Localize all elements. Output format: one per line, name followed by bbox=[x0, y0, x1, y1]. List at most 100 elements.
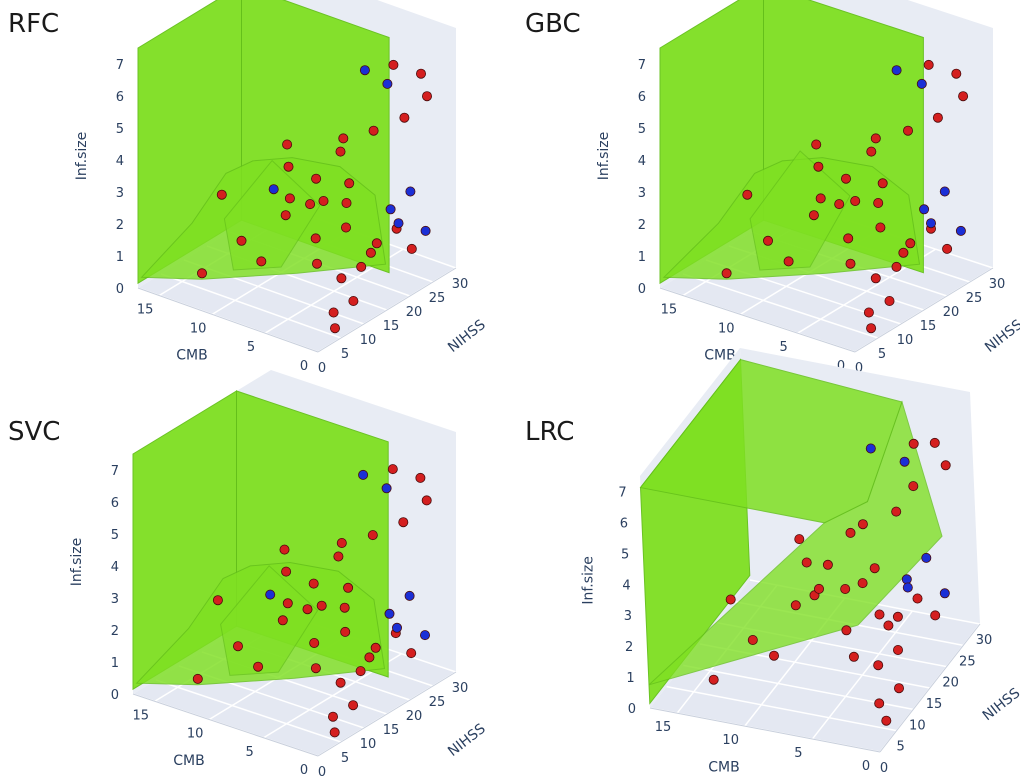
y-axis-line-svc bbox=[132, 693, 319, 757]
z-tick-label-lrc: 7 bbox=[618, 485, 626, 500]
data-point-red bbox=[942, 243, 953, 254]
data-point-red bbox=[929, 437, 940, 448]
data-point-red bbox=[894, 683, 905, 694]
panel-title-rfc: RFC bbox=[8, 9, 59, 39]
z-tick-label-svc: 3 bbox=[111, 592, 119, 607]
y-tick-label-lrc: 15 bbox=[655, 720, 672, 735]
data-point-red bbox=[333, 551, 344, 562]
x-axis-line-gbc bbox=[854, 267, 994, 353]
x-tick-label-svc: 0 bbox=[318, 765, 326, 776]
data-point-blue bbox=[891, 65, 902, 76]
z-tick-label-rfc: 5 bbox=[116, 122, 124, 137]
y-axis-line-lrc bbox=[649, 707, 881, 753]
data-point-red bbox=[277, 615, 288, 626]
y-tick-label-rfc: 10 bbox=[190, 321, 207, 336]
data-point-red bbox=[891, 261, 902, 272]
data-point-red bbox=[348, 700, 359, 711]
decision-surface-gbc bbox=[659, 0, 924, 285]
data-point-red bbox=[813, 161, 824, 172]
x-tick-label-svc: 25 bbox=[429, 695, 446, 710]
data-point-red bbox=[874, 698, 885, 709]
data-point-red bbox=[388, 59, 399, 70]
panel-lrc: LRC 05101520253005101501234567NIHSSCMBIn… bbox=[525, 348, 1020, 776]
data-point-red bbox=[327, 711, 338, 722]
x-tick-label-rfc: 25 bbox=[429, 291, 446, 306]
data-point-blue bbox=[916, 78, 927, 89]
x-axis-line-svc bbox=[317, 671, 457, 757]
x-tick-label-svc: 5 bbox=[341, 751, 349, 766]
z-tick-label-lrc: 4 bbox=[622, 578, 630, 593]
z-tick-label-lrc: 6 bbox=[620, 516, 628, 531]
data-point-red bbox=[783, 256, 794, 267]
data-point-red bbox=[318, 195, 329, 206]
data-point-red bbox=[841, 625, 852, 636]
data-point-blue bbox=[391, 622, 402, 633]
data-point-red bbox=[866, 323, 877, 334]
data-point-red bbox=[815, 193, 826, 204]
y-tick-label-rfc: 5 bbox=[247, 340, 255, 355]
y-tick-label-svc: 10 bbox=[187, 727, 204, 742]
y-tick-label-svc: 15 bbox=[132, 708, 149, 723]
y-tick-label-rfc: 0 bbox=[300, 359, 308, 374]
x-tick-label-lrc: 15 bbox=[926, 697, 943, 712]
data-points-gbc bbox=[721, 59, 969, 334]
x-tick-label-svc: 20 bbox=[406, 709, 423, 724]
surface-inner-facet bbox=[223, 159, 321, 271]
data-point-red bbox=[940, 460, 951, 471]
z-tick-label-svc: 7 bbox=[111, 464, 119, 479]
data-point-red bbox=[406, 648, 417, 659]
data-point-red bbox=[340, 626, 351, 637]
data-point-blue bbox=[939, 186, 950, 197]
y-axis-title-rfc: CMB bbox=[176, 348, 207, 364]
x-tick-label-lrc: 0 bbox=[880, 761, 888, 776]
data-point-red bbox=[282, 598, 293, 609]
data-point-red bbox=[747, 635, 758, 646]
data-point-red bbox=[282, 139, 293, 150]
floor-grid-x-gbc bbox=[682, 273, 879, 339]
data-point-blue bbox=[939, 588, 950, 599]
data-point-red bbox=[884, 295, 895, 306]
x-tick-label-gbc: 20 bbox=[943, 305, 960, 320]
y-tick-label-gbc: 0 bbox=[837, 359, 845, 374]
data-point-red bbox=[912, 593, 923, 604]
data-point-red bbox=[708, 674, 719, 685]
z-tick-label-gbc: 1 bbox=[638, 250, 646, 265]
data-point-red bbox=[305, 199, 316, 210]
x-tick-label-gbc: 0 bbox=[855, 361, 863, 376]
data-point-red bbox=[848, 651, 859, 662]
z-tick-label-svc: 1 bbox=[111, 656, 119, 671]
data-point-blue bbox=[926, 218, 937, 229]
data-point-red bbox=[371, 238, 382, 249]
data-point-red bbox=[801, 557, 812, 568]
data-points-lrc bbox=[708, 437, 951, 726]
surface-inner-facet bbox=[220, 565, 319, 676]
x-axis-title-svc: NIHSS bbox=[445, 721, 489, 760]
data-point-blue bbox=[921, 552, 932, 563]
x-tick-label-gbc: 15 bbox=[920, 319, 937, 334]
x-tick-label-svc: 15 bbox=[383, 723, 400, 738]
data-point-red bbox=[845, 258, 856, 269]
data-point-red bbox=[923, 59, 934, 70]
x-tick-label-lrc: 20 bbox=[942, 676, 959, 691]
z-tick-label-gbc: 2 bbox=[638, 218, 646, 233]
data-point-red bbox=[340, 222, 351, 233]
data-point-red bbox=[721, 268, 732, 279]
z-tick-label-gbc: 4 bbox=[638, 154, 646, 169]
data-point-red bbox=[281, 566, 292, 577]
y-tick-label-svc: 0 bbox=[300, 763, 308, 776]
data-point-red bbox=[415, 472, 426, 483]
x-axis-line-rfc bbox=[317, 267, 457, 353]
data-point-blue bbox=[384, 608, 395, 619]
data-point-red bbox=[881, 715, 892, 726]
data-point-red bbox=[368, 125, 379, 136]
data-point-red bbox=[873, 197, 884, 208]
data-point-red bbox=[336, 538, 347, 549]
z-tick-label-rfc: 0 bbox=[116, 282, 124, 297]
x-tick-label-rfc: 0 bbox=[318, 361, 326, 376]
panel-gbc: GBC 05101520253005101501234567NIHSSCMBIn… bbox=[525, 0, 1020, 376]
data-point-red bbox=[216, 189, 227, 200]
data-point-red bbox=[310, 663, 321, 674]
data-point-red bbox=[370, 642, 381, 653]
data-point-red bbox=[280, 210, 291, 221]
z-tick-label-svc: 0 bbox=[111, 688, 119, 703]
